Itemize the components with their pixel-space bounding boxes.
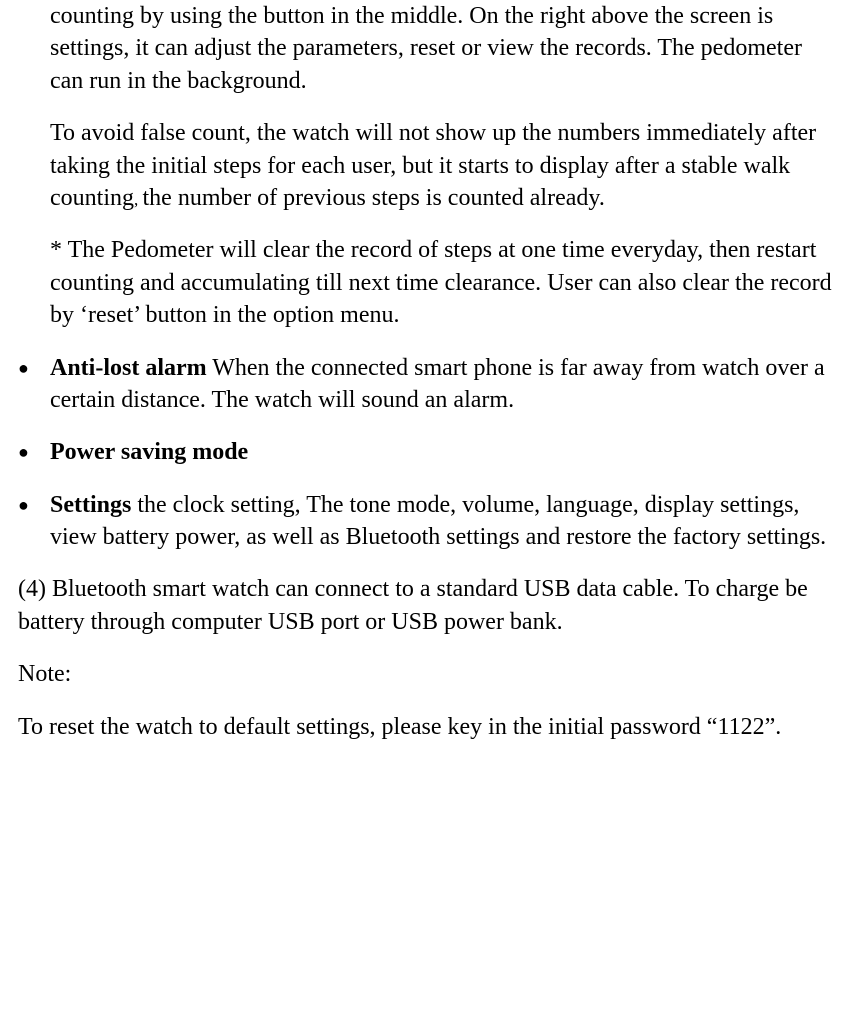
note-label: Note: <box>18 658 840 690</box>
note-body-text: To reset the watch to default settings, … <box>18 714 781 740</box>
bullet-disc-icon: ● <box>18 489 50 554</box>
paragraph-text: (4) Bluetooth smart watch can connect to… <box>18 576 808 634</box>
bullet-item-settings: ● Settings the clock setting, The tone m… <box>18 489 840 554</box>
feature-name-power-saving: Power saving mode <box>50 439 248 465</box>
bullet-body: Power saving mode <box>50 436 840 468</box>
pedometer-reset-paragraph: * The Pedometer will clear the record of… <box>18 234 840 331</box>
bullet-disc-icon: ● <box>18 436 50 468</box>
note-label-text: Note: <box>18 661 71 687</box>
bullet-disc-icon: ● <box>18 352 50 417</box>
paragraph-text: * The Pedometer will clear the record of… <box>50 237 832 328</box>
note-body: To reset the watch to default settings, … <box>18 711 840 743</box>
feature-name-settings: Settings <box>50 492 131 518</box>
bullet-body: Settings the clock setting, The tone mod… <box>50 489 840 554</box>
feature-description: the clock setting, The tone mode, volume… <box>50 492 826 550</box>
bullet-item-power-saving: ● Power saving mode <box>18 436 840 468</box>
false-count-paragraph: To avoid false count, the watch will not… <box>18 117 840 214</box>
bullet-body: Anti-lost alarm When the connected smart… <box>50 352 840 417</box>
feature-name-antilost: Anti-lost alarm <box>50 355 207 381</box>
bullet-item-antilost: ● Anti-lost alarm When the connected sma… <box>18 352 840 417</box>
small-comma: , <box>134 190 143 209</box>
paragraph-text: counting by using the button in the midd… <box>50 3 802 94</box>
pedometer-counting-paragraph: counting by using the button in the midd… <box>18 0 840 97</box>
paragraph-text-after: the number of previous steps is counted … <box>143 185 605 211</box>
usb-paragraph: (4) Bluetooth smart watch can connect to… <box>18 573 840 638</box>
